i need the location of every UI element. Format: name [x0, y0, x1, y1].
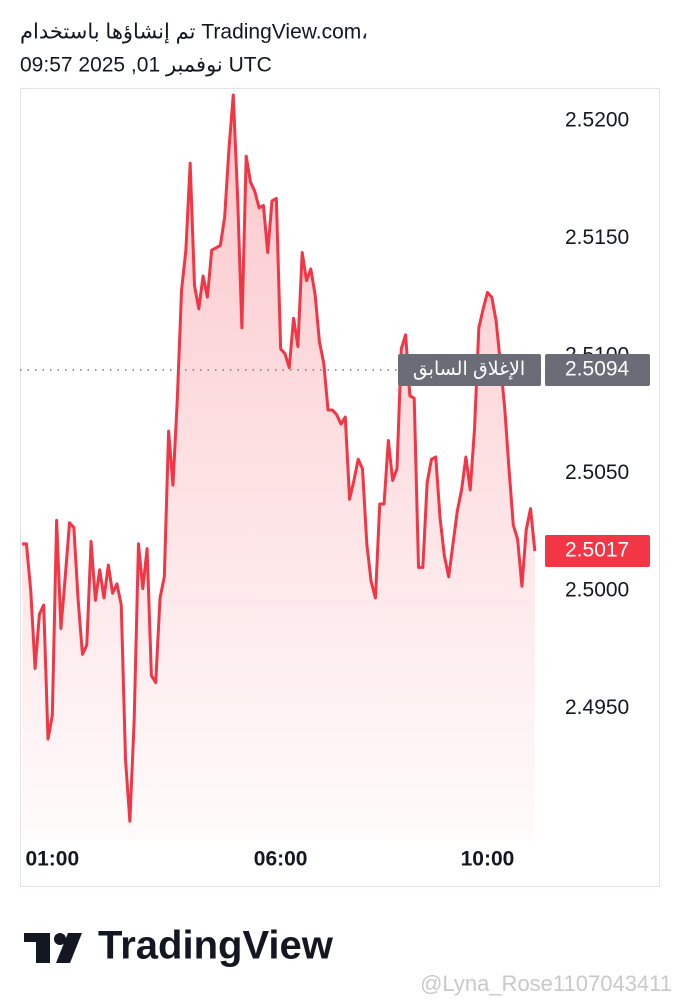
x-tick-label: 10:00: [461, 848, 515, 871]
reference-label: الإغلاق السابق: [413, 359, 525, 380]
line: [22, 93, 537, 823]
logo-text: TradingView: [98, 924, 334, 968]
last-price-label: 2.5017: [565, 538, 629, 561]
y-tick-label: 2.4950: [565, 696, 629, 719]
y-tick-label: 2.5050: [565, 461, 629, 484]
x-tick-label: 01:00: [25, 848, 79, 871]
x-tick-label: 06:00: [254, 848, 308, 871]
reference-value-box: [545, 354, 650, 386]
area: [22, 95, 535, 841]
reference-value-label: 2.5094: [565, 358, 630, 381]
last-price-box: [545, 534, 650, 567]
chart-title: تم إنشاؤها باستخدام TradingView.com،: [20, 21, 368, 45]
chart-subtitle: 09:57 2025 ,01 نوفمبر UTC: [20, 54, 272, 77]
y-tick-label: 2.5200: [565, 108, 629, 131]
y-tick-label: 2.5150: [565, 226, 629, 249]
plot-area: 2.49502.50002.50502.51002.51502.520001:0…: [20, 93, 650, 871]
watermark: @Lyna_Rose1107043411: [420, 971, 672, 996]
logo-icon: [24, 933, 82, 963]
reference-label-box: [398, 354, 541, 386]
chart-frame: [20, 88, 660, 887]
y-tick-label: 2.5000: [565, 578, 629, 601]
